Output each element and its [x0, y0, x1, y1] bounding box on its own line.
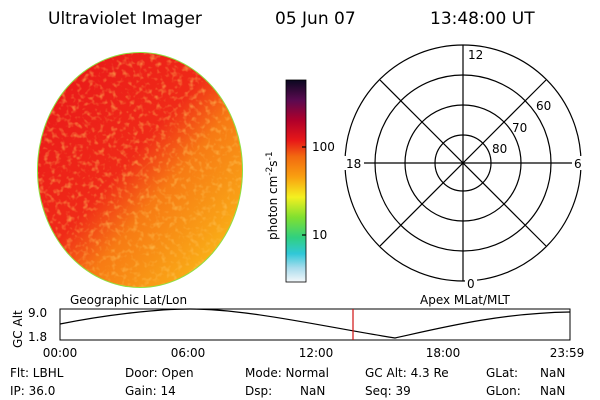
- colorbar-tick: 10: [312, 228, 327, 242]
- info-field: Door: Open: [125, 366, 194, 380]
- unit: photon cm: [266, 176, 280, 240]
- lat-label: 70: [512, 121, 527, 135]
- orbit-x-tick: 00:00: [43, 346, 78, 360]
- mlt-label: 6: [574, 157, 582, 171]
- colorbar-label: photon cm-2s-1: [265, 151, 280, 240]
- info-field: GC Alt: 4.3 Re: [365, 366, 449, 380]
- exp: -1: [265, 151, 275, 160]
- time: 13:48:00 UT: [430, 9, 535, 29]
- info-value: NaN: [540, 384, 565, 398]
- mlt-label: 18: [346, 157, 361, 171]
- orbit-x-tick: 23:59: [550, 346, 585, 360]
- info-field: GLon:: [486, 384, 521, 398]
- orbit-plot: Geographic Lat/Lon Apex MLat/MLT GC Alt …: [11, 293, 584, 360]
- unit: s: [266, 160, 280, 166]
- exp: -2: [265, 167, 275, 176]
- uv-image: [37, 52, 243, 288]
- orbit-y-tick: 9.0: [28, 306, 47, 320]
- info-field: Seq: 39: [365, 384, 411, 398]
- orbit-right-title: Apex MLat/MLT: [420, 293, 510, 307]
- colorbar-tick: 100: [312, 140, 335, 154]
- orbit-x-tick: 18:00: [426, 346, 461, 360]
- lat-label: 60: [536, 99, 551, 113]
- orbit-y-tick: 1.8: [28, 330, 47, 344]
- lat-label: 80: [492, 142, 507, 156]
- orbit-y-label: GC Alt: [11, 310, 25, 348]
- colorbar: 100 10 photon cm-2s-1: [265, 79, 335, 283]
- info-field: IP: 36.0: [10, 384, 55, 398]
- info-field: GLat:: [486, 366, 518, 380]
- info: Flt: LBHL Door: Open Mode: Normal GC Alt…: [10, 366, 565, 398]
- mlt-label: 0: [467, 277, 475, 291]
- info-value: NaN: [300, 384, 325, 398]
- polar-grid: 12 0 18 6 60 70 80: [344, 44, 584, 291]
- orbit-x-tick: 12:00: [299, 346, 334, 360]
- mlt-label: 12: [468, 48, 483, 62]
- info-field: Dsp:: [245, 384, 272, 398]
- info-field: Flt: LBHL: [10, 366, 64, 380]
- title: Ultraviolet Imager: [48, 9, 202, 29]
- info-field: Gain: 14: [125, 384, 176, 398]
- orbit-x-tick: 06:00: [171, 346, 206, 360]
- info-field: Mode: Normal: [245, 366, 329, 380]
- date: 05 Jun 07: [275, 9, 356, 29]
- orbit-left-title: Geographic Lat/Lon: [70, 293, 187, 307]
- info-value: NaN: [540, 366, 565, 380]
